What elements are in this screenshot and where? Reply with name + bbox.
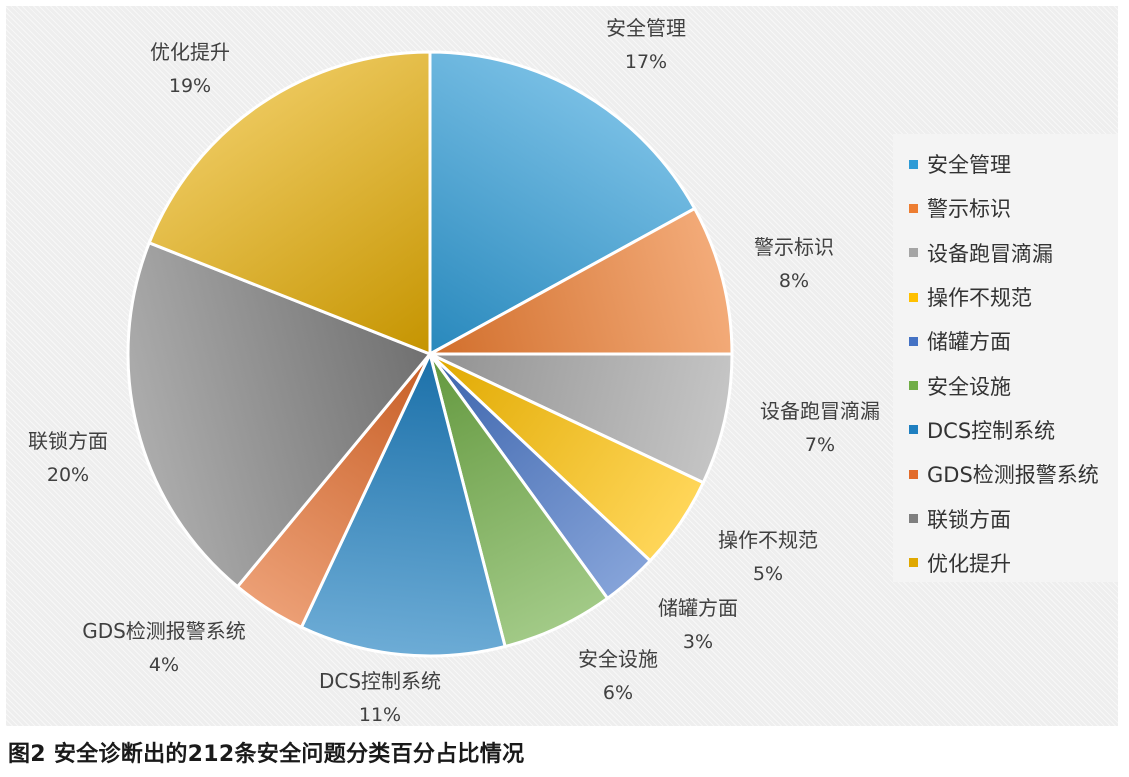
slice-value-label-2: 8% [779, 270, 809, 292]
slice-value-label-10: 19% [169, 75, 211, 97]
legend-item-3: 设备跑冒滴漏 [893, 231, 1118, 275]
legend-item-10: 优化提升 [893, 541, 1118, 585]
slice-value-label-5: 3% [683, 631, 713, 653]
legend: 安全管理警示标识设备跑冒滴漏 操作不规范储罐方面安全设施 DCS控制系统 GDS检测报… [893, 134, 1118, 582]
slice-label-4: 操作不规范 [718, 528, 818, 552]
pie-slice-3 [429, 352, 734, 485]
pie-slice-2 [429, 206, 734, 356]
legend-item-6: 安全设施 [893, 363, 1118, 407]
slice-label-10: 优化提升 [150, 40, 230, 64]
pie-slice-7 [299, 349, 507, 658]
slice-value-label-6: 6% [603, 682, 633, 704]
legend-swatch [909, 469, 918, 479]
legend-item-8: GDS检测报警系统 [893, 452, 1118, 496]
slice-value-label-1: 17% [625, 51, 667, 73]
slice-label-1: 安全管理 [606, 16, 686, 40]
slice-label-6: 安全设施 [578, 647, 658, 671]
slice-label-8: GDS检测报警系统 [82, 619, 246, 643]
legend-label: 优化提升 [927, 551, 1011, 576]
slice-label-7: DCS控制系统 [319, 669, 441, 693]
legend-label: 安全管理 [927, 153, 1011, 178]
slice-label-9: 联锁方面 [28, 429, 108, 453]
slice-label-5: 储罐方面 [658, 596, 738, 620]
slice-value-label-4: 5% [753, 563, 783, 585]
legend-swatch [909, 159, 918, 169]
legend-label: 安全设施 [927, 374, 1011, 399]
figure-caption: 图2 安全诊断出的212条安全问题分类百分占比情况 [8, 742, 525, 767]
legend-swatch [909, 514, 918, 524]
pie-chart: 安全管理 17% 警示标识 8% 设备跑冒滴漏 7% 操作不规范 5% 储罐方面 3% 安全设施 6%… [28, 16, 880, 726]
legend-label: 警示标识 [927, 197, 1011, 222]
legend-label: GDS检测报警系统 [927, 463, 1099, 488]
legend-label: 操作不规范 [927, 286, 1032, 311]
pie-slices [126, 50, 734, 658]
pie-slice-10 [147, 50, 432, 357]
legend-item-5: 储罐方面 [893, 319, 1118, 363]
slice-value-label-7: 11% [359, 704, 401, 726]
legend-item-2: 警示标识 [893, 186, 1118, 230]
legend-label: 设备跑冒滴漏 [927, 241, 1053, 266]
slice-value-label-3: 7% [805, 434, 835, 456]
legend-swatch [909, 248, 918, 258]
legend-swatch [909, 292, 918, 302]
chart-panel: 安全管理 17% 警示标识 8% 设备跑冒滴漏 7% 操作不规范 5% 储罐方面 3% 安全设施 6%… [6, 6, 1118, 726]
slice-label-3: 设备跑冒滴漏 [760, 399, 880, 423]
pie-slice-1 [428, 50, 697, 357]
legend-item-4: 操作不规范 [893, 275, 1118, 319]
legend-swatch [909, 336, 918, 346]
slice-value-label-8: 4% [149, 654, 179, 676]
slice-value-label-9: 20% [47, 464, 89, 486]
legend-item-9: 联锁方面 [893, 496, 1118, 540]
slice-label-2: 警示标识 [754, 235, 834, 259]
legend-label: 储罐方面 [927, 330, 1011, 355]
pie-slice-9 [126, 240, 433, 589]
legend-item-1: 安全管理 [893, 142, 1118, 186]
legend-swatch [909, 381, 918, 391]
legend-item-7: DCS控制系统 [893, 408, 1118, 452]
legend-swatch [909, 425, 918, 435]
legend-label: DCS控制系统 [927, 418, 1056, 443]
legend-swatch [909, 558, 918, 568]
legend-label: 联锁方面 [927, 507, 1011, 532]
legend-swatch [909, 203, 918, 213]
data-labels: 安全管理 17% 警示标识 8% 设备跑冒滴漏 7% 操作不规范 5% 储罐方面 3% 安全设施 6%… [28, 16, 880, 726]
